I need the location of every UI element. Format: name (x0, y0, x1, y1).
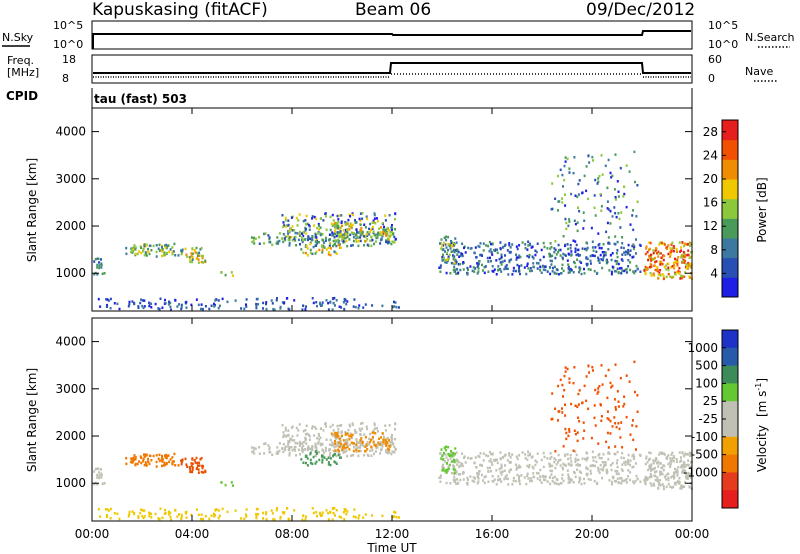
velocity-colorbar-tick: -100 (691, 430, 718, 444)
velocity-colorbar-swatch (722, 419, 738, 438)
freq-trace (93, 62, 691, 74)
power-y-tick-label: 3000 (55, 172, 86, 186)
velocity-colorbar-swatch (722, 436, 738, 456)
power-y-tick-label: 4000 (55, 125, 86, 139)
nsky-tick-top: 10^5 (53, 19, 83, 32)
power-ylabel: Slant Range [km] (25, 158, 39, 262)
power-colorbar-swatch (722, 179, 738, 200)
velocity-colorbar-swatch (722, 365, 738, 384)
freq-label-2: [MHz] (7, 66, 39, 79)
power-colorbar-tick: 16 (703, 196, 718, 210)
power-colorbar-label: Power [dB] (755, 177, 769, 242)
velocity-colorbar-tick: 25 (703, 394, 718, 408)
freq-tick-bottom: 8 (62, 72, 69, 85)
velocity-colorbar-tick: 100 (695, 376, 718, 390)
x-tick-label: 16:00 (475, 527, 510, 541)
power-colorbar-swatch (722, 120, 738, 141)
x-tick-label: 04:00 (175, 527, 210, 541)
velocity-colorbar-tick: -500 (691, 448, 718, 462)
freq-panel-frame (91, 54, 693, 84)
nsky-label: N.Sky (2, 31, 34, 44)
nave-label: Nave (745, 65, 773, 78)
power-scatter-data (93, 150, 693, 311)
beam-title: Beam 06 (355, 0, 431, 20)
velocity-scatter-data (93, 360, 693, 521)
velocity-colorbar-swatch (722, 383, 738, 402)
freq-tick-top: 18 (62, 53, 76, 66)
velocity-y-tick-label: 4000 (55, 335, 86, 349)
x-axis-label: Time UT (366, 541, 417, 554)
velocity-colorbar-label: Velocity[m s-1] (754, 378, 769, 472)
x-tick-label: 08:00 (275, 527, 310, 541)
nsearch-tick-top: 10^5 (708, 19, 738, 32)
power-colorbar-tick: 8 (710, 243, 718, 257)
velocity-colorbar-swatch (722, 454, 738, 473)
power-colorbar-swatch (722, 277, 738, 298)
velocity-colorbar-swatch (722, 490, 738, 509)
nsky-tick-bottom: 10^0 (53, 38, 83, 51)
cpid-label: CPID (6, 89, 38, 103)
power-colorbar-tick: 12 (703, 219, 718, 233)
station-title: Kapuskasing (fitACF) (92, 0, 268, 20)
power-colorbar-tick: 28 (703, 125, 718, 139)
power-colorbar-tick: 20 (703, 172, 718, 186)
velocity-y-tick-label: 1000 (55, 476, 86, 490)
velocity-colorbar-tick: 500 (695, 359, 718, 373)
power-colorbar-swatch (722, 198, 738, 219)
power-colorbar-swatch (722, 257, 738, 278)
nave-tick-bottom: 0 (708, 72, 715, 85)
nsearch-label: N.Search (745, 31, 795, 44)
power-y-tick-label: 2000 (55, 219, 86, 233)
x-tick-label: 00:00 (675, 527, 710, 541)
velocity-colorbar-swatch (722, 401, 738, 420)
power-colorbar-swatch (722, 139, 738, 160)
nave-tick-top: 60 (708, 53, 722, 66)
power-colorbar: 4 8 12 16 20 24 28 (703, 119, 739, 298)
x-tick-label: 12:00 (375, 527, 410, 541)
power-colorbar-tick: 24 (703, 148, 718, 162)
x-tick-label: 20:00 (575, 527, 610, 541)
nsearch-tick-bottom: 10^0 (708, 38, 738, 51)
power-colorbar-swatch (722, 159, 738, 180)
power-y-tick-label: 1000 (55, 266, 86, 280)
velocity-colorbar-swatch (722, 330, 738, 349)
velocity-colorbar: 1000 500 100 25 -25 -100 -500 -1000 (683, 329, 739, 509)
x-tick-label: 00:00 (75, 527, 110, 541)
power-colorbar-tick: 4 (710, 266, 718, 280)
velocity-colorbar-tick: -1000 (683, 465, 718, 479)
power-colorbar-swatch (722, 238, 738, 259)
velocity-y-tick-label: 2000 (55, 429, 86, 443)
cpid-value: tau (fast) 503 (94, 92, 187, 106)
velocity-colorbar-swatch (722, 347, 738, 367)
date-title: 09/Dec/2012 (586, 0, 695, 20)
nsky-trace (92, 30, 691, 49)
velocity-colorbar-tick: -25 (698, 412, 718, 426)
velocity-colorbar-swatch (722, 472, 738, 491)
velocity-y-tick-label: 3000 (55, 382, 86, 396)
freq-label-1: Freq. (7, 54, 34, 67)
velocity-ylabel: Slant Range [km] (25, 368, 39, 472)
velocity-colorbar-tick: 1000 (687, 341, 718, 355)
power-colorbar-swatch (722, 218, 738, 239)
